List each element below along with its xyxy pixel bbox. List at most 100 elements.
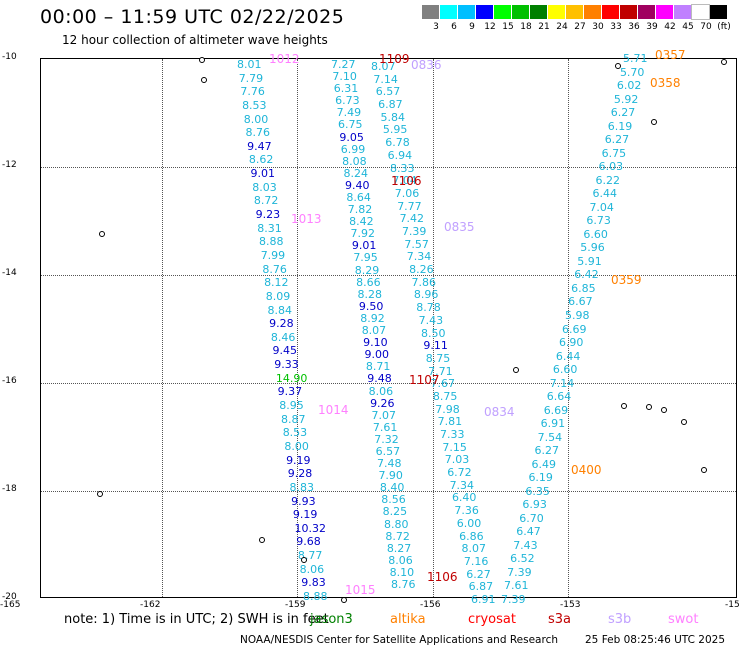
wave-height-value: 8.03	[252, 180, 277, 194]
wave-height-value: 7.39	[501, 593, 526, 606]
wave-height-value: 5.95	[382, 123, 408, 137]
wave-height-value: 8.96	[413, 288, 439, 302]
wave-height-value: 7.49	[336, 106, 362, 120]
wave-height-value: 8.76	[391, 578, 416, 591]
grid-line-horizontal	[41, 383, 736, 384]
wave-height-value: 5.92	[613, 92, 639, 106]
wave-height-value: 8.53	[242, 98, 267, 112]
island-marker	[201, 77, 207, 83]
island-marker	[661, 407, 667, 413]
colorbar-label: 18	[520, 22, 532, 32]
wave-height-value: 7.04	[589, 200, 614, 214]
wave-height-value: 8.07	[371, 60, 396, 73]
wave-height-value: 7.03	[444, 453, 470, 467]
wave-height-value: 9.33	[274, 358, 299, 372]
legend-jason3: jason3	[310, 612, 353, 627]
wave-height-value: 9.00	[364, 348, 389, 362]
wave-height-value: 7.82	[347, 203, 373, 217]
wave-height-value: 8.87	[281, 412, 306, 426]
wave-height-value: 9.01	[351, 239, 377, 253]
wave-height-value: 7.36	[454, 504, 479, 518]
legend-cryosat: cryosat	[468, 612, 516, 627]
timestamp: 25 Feb 08:25:46 UTC 2025	[585, 634, 725, 646]
wave-height-value: 8.46	[270, 330, 296, 344]
wave-height-value: 7.15	[442, 440, 467, 454]
island-marker	[721, 59, 727, 65]
wave-height-value: 8.09	[265, 289, 291, 303]
wave-height-value: 8.29	[354, 263, 380, 277]
pass-time-label: 0357	[655, 48, 686, 62]
colorbar-swatch	[440, 5, 457, 19]
wave-height-value: 6.90	[558, 336, 584, 350]
wave-height-value: 6.85	[571, 281, 596, 295]
grid-line-vertical	[567, 59, 569, 597]
wave-height-value: 6.78	[385, 136, 410, 150]
y-tick-label: -18	[2, 484, 17, 494]
wave-height-value: 6.00	[456, 516, 482, 530]
wave-height-value: 8.10	[389, 565, 415, 579]
wave-height-value: 7.98	[435, 402, 460, 416]
island-marker	[646, 404, 652, 410]
wave-height-value: 6.86	[459, 529, 484, 543]
wave-height-value: 8.27	[386, 541, 412, 555]
wave-height-value: 6.22	[595, 173, 621, 187]
wave-height-value: 6.27	[534, 444, 560, 458]
wave-height-value: 9.28	[269, 317, 294, 331]
wave-height-value: 7.99	[260, 248, 286, 262]
wave-height-value: 6.87	[378, 98, 403, 112]
wave-height-value: 5.71	[623, 52, 648, 65]
colorbar-swatch	[620, 5, 637, 19]
wave-height-value: 8.88	[303, 590, 328, 603]
island-marker	[701, 467, 707, 473]
wave-height-value: 8.24	[343, 166, 369, 180]
wave-height-value: 6.73	[335, 94, 360, 108]
colorbar-label: 15	[502, 22, 514, 32]
wave-height-value: 8.53	[282, 426, 308, 440]
pass-time-label: 1107	[409, 373, 440, 387]
pass-time-label: 1106	[391, 174, 422, 188]
wave-height-value: 5.84	[380, 110, 406, 124]
colorbar-label: 36	[628, 22, 640, 32]
wave-height-value: 7.39	[507, 565, 532, 579]
legend-swot: swot	[668, 612, 699, 627]
wave-height-value: 9.10	[363, 336, 388, 350]
wave-height-value: 7.61	[372, 420, 398, 434]
island-marker	[621, 403, 627, 409]
island-marker	[513, 367, 519, 373]
colorbar-swatch	[476, 5, 493, 19]
colorbar-label: 3	[433, 22, 439, 32]
wave-height-value: 8.56	[381, 493, 406, 507]
wave-height-value: 6.60	[583, 227, 608, 241]
island-marker	[99, 231, 105, 237]
wave-height-value: 6.19	[607, 119, 633, 133]
colorbar-label: 30	[592, 22, 604, 32]
wave-height-value: 9.26	[370, 396, 395, 410]
colorbar-label: 45	[682, 22, 694, 32]
colorbar-swatch	[674, 5, 691, 19]
x-tick-label: -165	[0, 600, 21, 610]
wave-height-value: 6.93	[522, 498, 547, 512]
colorbar-label: (ft)	[717, 22, 731, 32]
pass-time-label: 0359	[611, 273, 642, 287]
wave-height-value: 9.23	[255, 208, 281, 222]
wave-height-value: 8.75	[432, 389, 458, 403]
wave-height-value: 7.76	[240, 85, 265, 99]
wave-height-value: 8.06	[368, 384, 394, 398]
grid-line-vertical	[161, 59, 163, 597]
wave-height-value: 9.19	[292, 508, 318, 522]
colorbar-label: 21	[538, 22, 550, 32]
chart-title: 00:00 – 11:59 UTC 02/22/2025	[40, 6, 345, 28]
wave-height-value: 7.07	[371, 408, 396, 422]
wave-height-value: 8.88	[259, 235, 284, 249]
pass-time-label: 1014	[318, 403, 349, 417]
colorbar-label: 9	[469, 22, 475, 32]
wave-height-value: 7.16	[463, 554, 489, 568]
wave-height-value: 8.50	[421, 326, 446, 340]
colorbar-label: 70	[700, 22, 712, 32]
wave-height-value: 6.75	[601, 146, 627, 160]
wave-height-value: 6.70	[519, 511, 544, 525]
x-tick-label: -156	[420, 600, 441, 610]
wave-height-value: 6.64	[546, 390, 572, 404]
wave-height-value: 7.04	[392, 174, 417, 188]
wave-height-value: 7.86	[411, 275, 436, 289]
